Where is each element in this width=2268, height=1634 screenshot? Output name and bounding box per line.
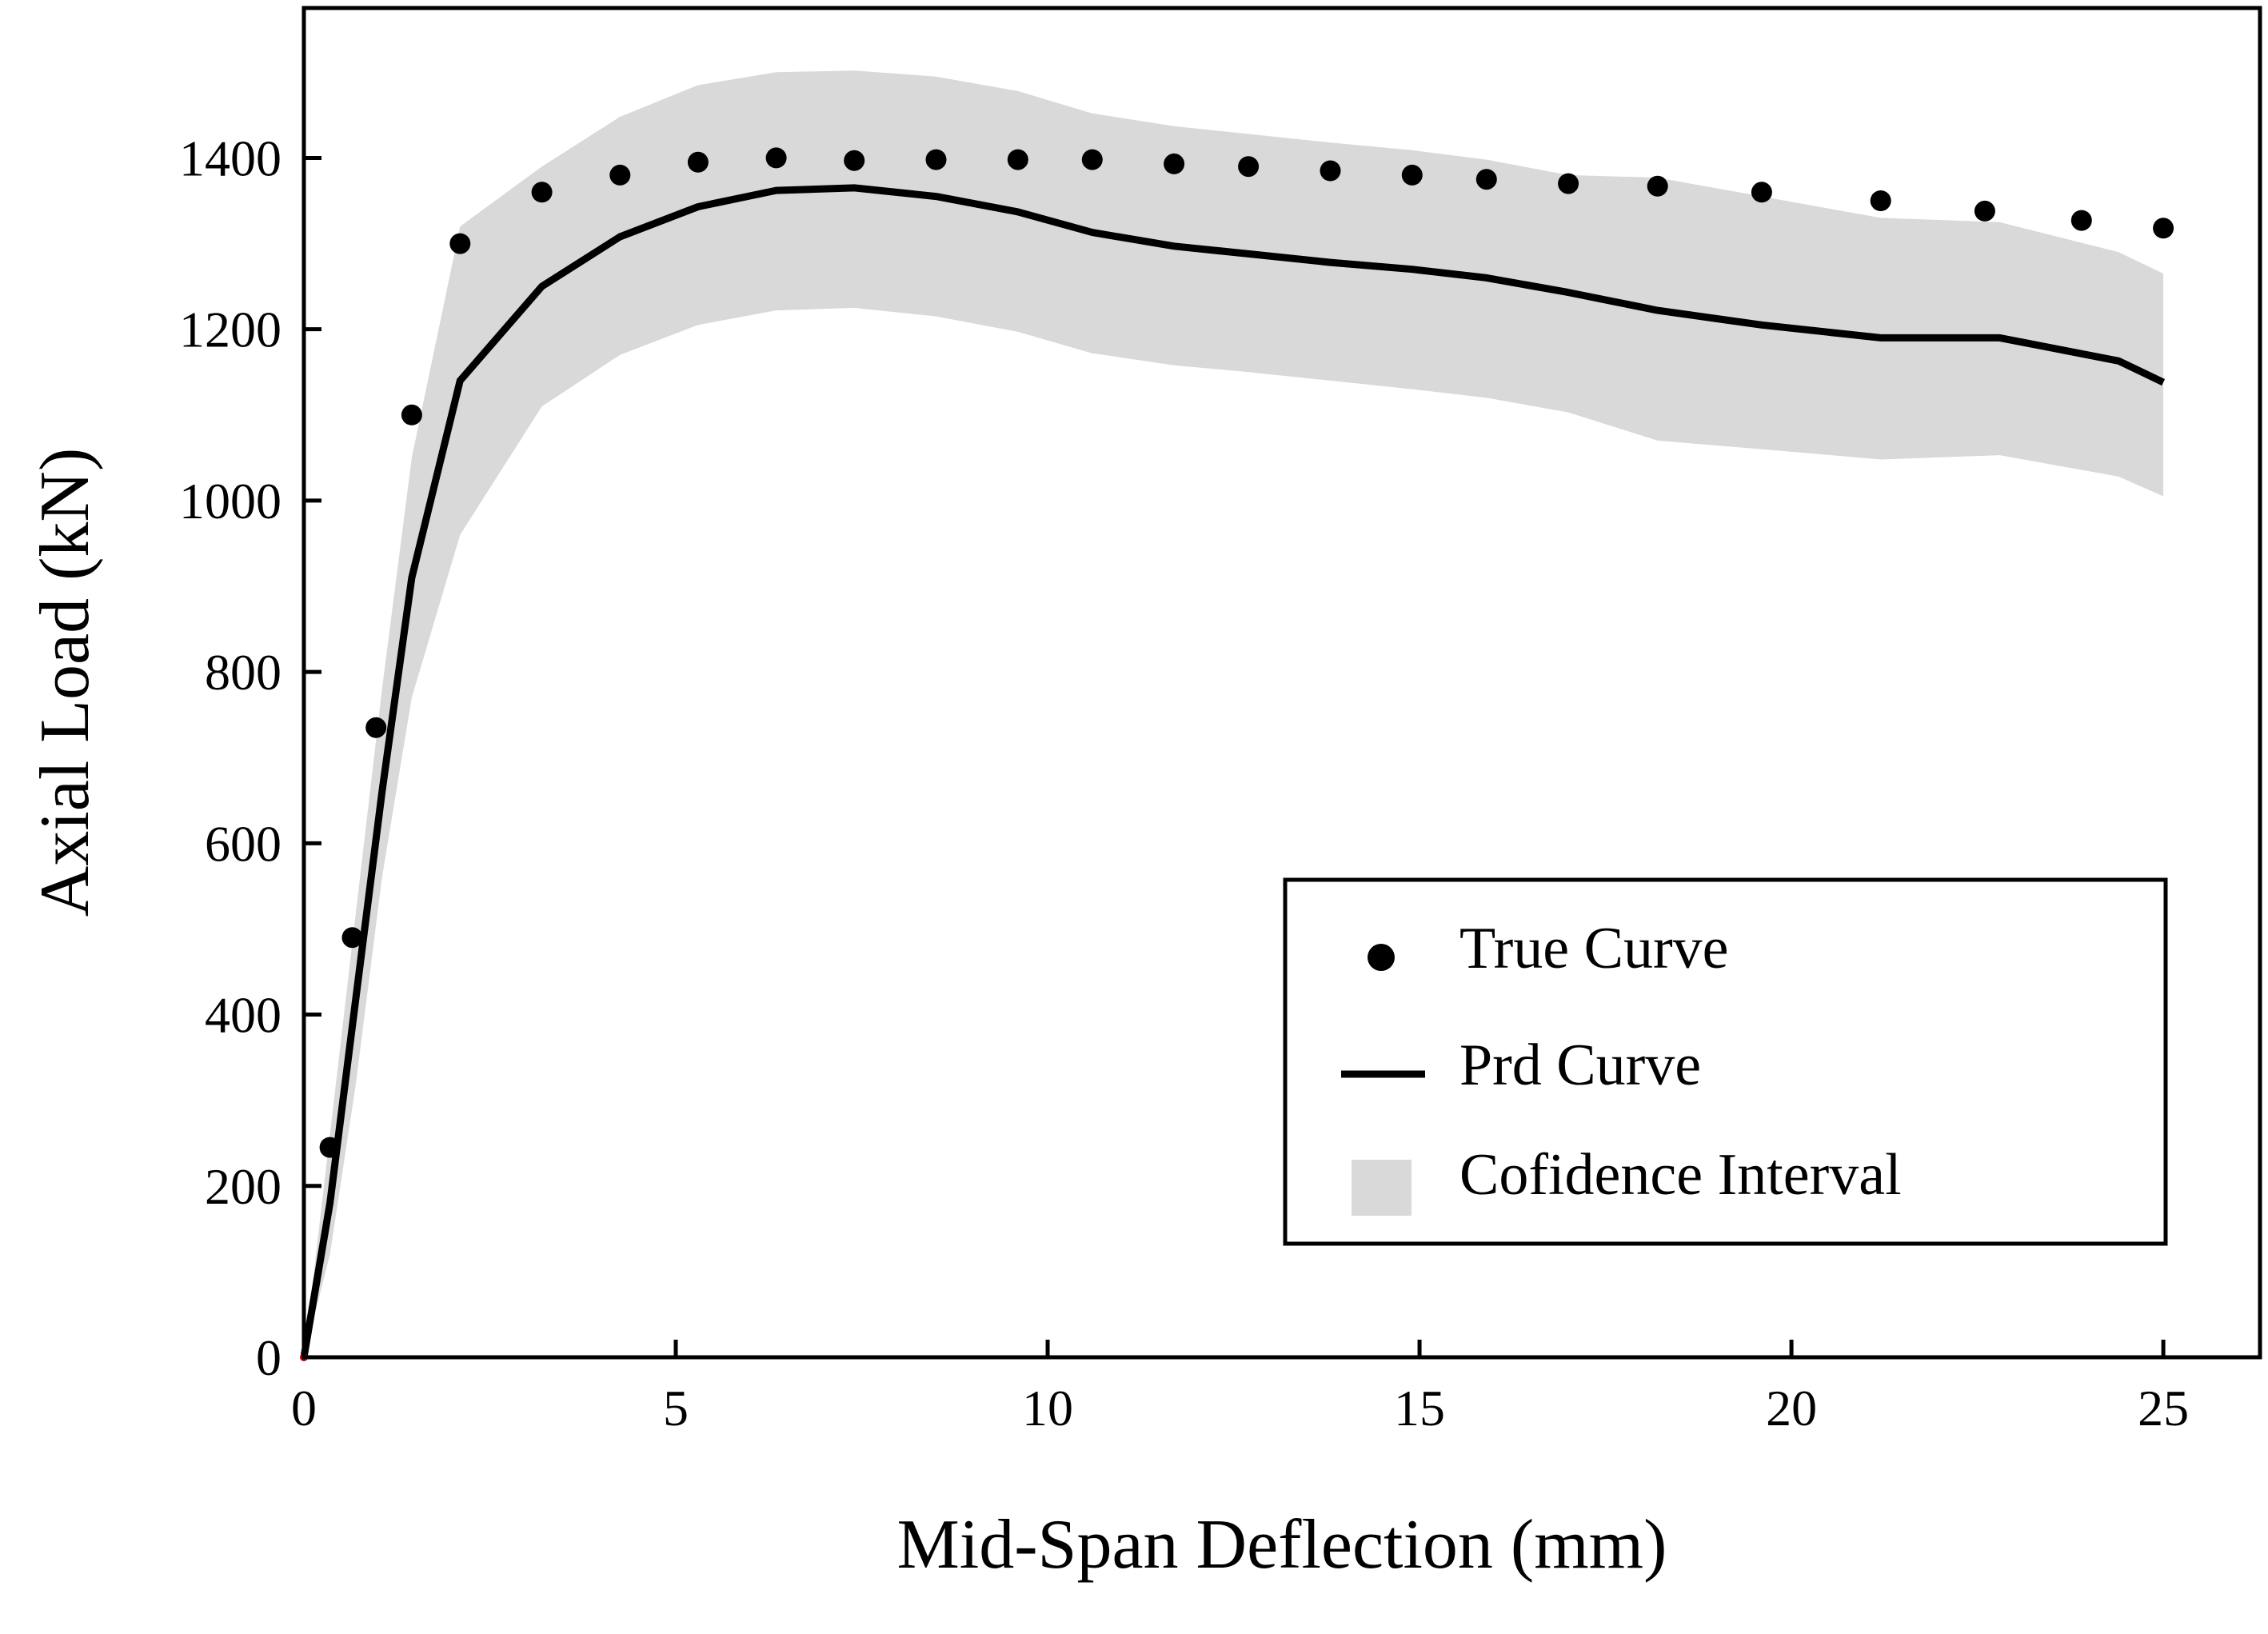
confidence-interval-band — [304, 70, 2164, 1358]
legend-true-curve-marker — [1368, 944, 1395, 971]
y-tick-label: 600 — [205, 815, 282, 872]
true-curve-point — [531, 182, 553, 203]
y-tick-label: 800 — [205, 644, 282, 701]
true-curve-point — [319, 1137, 341, 1158]
legend-label-confidence-interval: Cofidence Interval — [1459, 1142, 1902, 1208]
true-curve-point — [1475, 169, 1497, 190]
y-tick-label: 1400 — [179, 130, 282, 186]
y-axis-title: Axial Load (kN) — [26, 448, 104, 917]
true-curve-point — [449, 233, 471, 254]
true-curve-point — [341, 927, 363, 949]
x-tick-label: 0 — [291, 1380, 317, 1436]
true-curve-point — [687, 151, 709, 173]
legend: True Curve Prd Curve Cofidence Interval — [1283, 877, 2168, 1246]
true-curve-point — [1164, 153, 1185, 174]
y-tick-label: 400 — [205, 987, 282, 1044]
x-axis-title: Mid-Span Deflection (mm) — [897, 1506, 1667, 1584]
true-curve-point — [844, 150, 865, 171]
y-tick-label: 1000 — [179, 473, 282, 529]
true-curve-point — [365, 717, 387, 738]
plot-area — [300, 70, 2174, 1361]
true-curve-point — [1558, 173, 1579, 194]
true-curve-point — [1870, 190, 1891, 211]
true-curve-point — [1751, 182, 1772, 203]
true-curve-point — [1238, 156, 1260, 178]
true-curve-point — [1081, 149, 1103, 170]
x-tick-label: 20 — [1766, 1380, 1817, 1436]
true-curve-point — [1647, 175, 1668, 197]
true-curve-point — [401, 404, 422, 425]
true-curve-point — [765, 147, 787, 169]
x-tick-label: 5 — [663, 1380, 689, 1436]
x-tick-label: 25 — [2138, 1380, 2189, 1436]
true-curve-point — [1401, 164, 1423, 186]
legend-confidence-swatch — [1352, 1160, 1412, 1216]
axis-ticks: 0 5 10 15 20 25 0 200 400 600 800 1000 1200 1400 — [179, 130, 2189, 1436]
legend-label-prd-curve: Prd Curve — [1459, 1033, 1701, 1098]
y-tick-label: 1200 — [179, 302, 282, 358]
true-curve-point — [925, 149, 947, 170]
true-curve-point — [1007, 149, 1028, 170]
legend-box — [1283, 877, 2168, 1246]
y-tick-label: 0 — [256, 1329, 282, 1386]
true-curve-point — [2153, 218, 2174, 239]
prd-curve-line — [300, 184, 2166, 1358]
true-curve-point — [609, 164, 631, 186]
legend-label-true-curve: True Curve — [1459, 916, 1728, 981]
plot-frame — [301, 6, 2262, 1360]
true-curve-point — [1320, 160, 1341, 182]
x-tick-label: 10 — [1022, 1380, 1073, 1436]
y-tick-label: 200 — [205, 1158, 282, 1215]
true-curve-point — [1974, 200, 1995, 222]
x-tick-label: 15 — [1394, 1380, 1445, 1436]
true-curve-point — [2070, 210, 2092, 231]
